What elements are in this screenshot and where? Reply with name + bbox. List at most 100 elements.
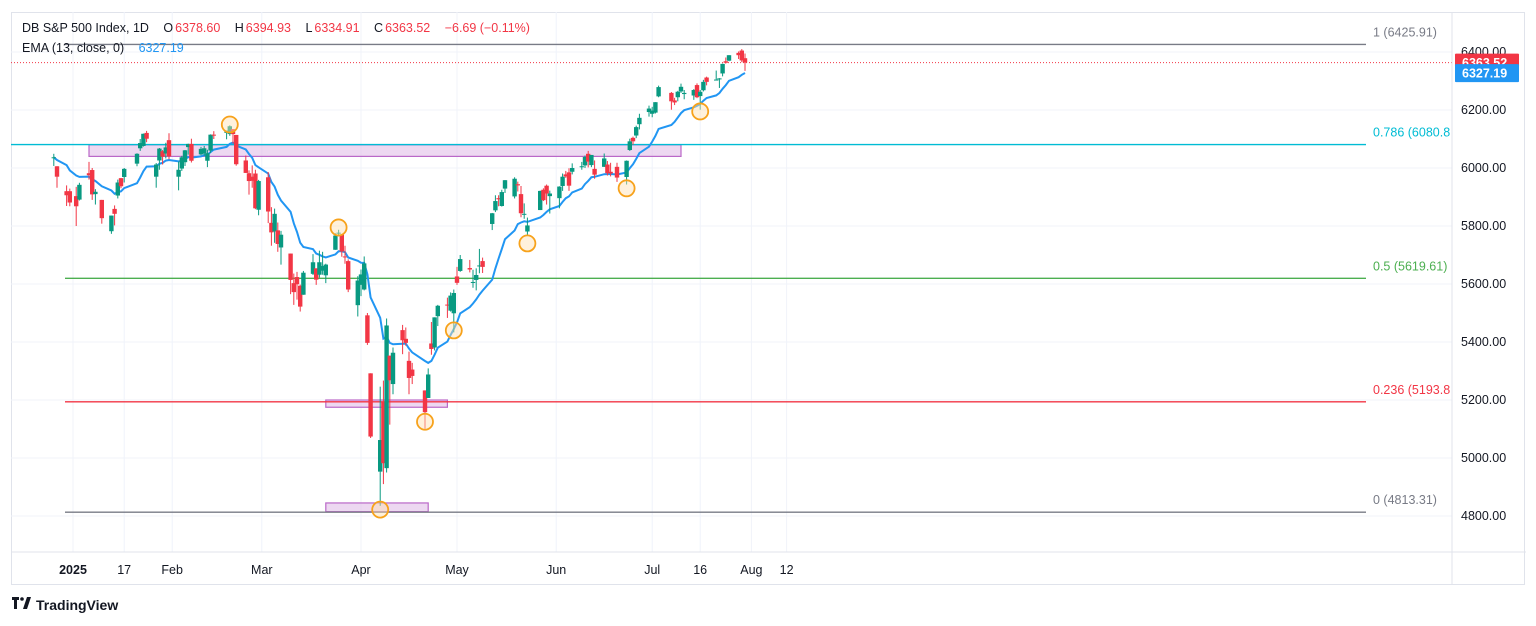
- candle: [682, 89, 687, 100]
- candle-body: [288, 253, 293, 280]
- candle: [317, 250, 322, 278]
- candle-body: [429, 343, 434, 349]
- candle: [134, 153, 140, 167]
- candle-body: [560, 176, 565, 186]
- support-zone: [88, 144, 682, 158]
- x-tick-label: Jun: [546, 563, 566, 577]
- y-tick-label: 5000.00: [1461, 451, 1506, 465]
- candle: [227, 125, 232, 136]
- footer-brand[interactable]: TradingView: [12, 596, 118, 613]
- candle-body: [320, 266, 325, 271]
- candle: [448, 292, 453, 312]
- candle-body: [742, 58, 748, 63]
- candle: [400, 324, 405, 355]
- candle: [179, 155, 184, 171]
- candle-body: [109, 215, 114, 232]
- candle: [365, 313, 370, 345]
- candle: [406, 351, 412, 395]
- candle: [435, 304, 440, 327]
- candle: [739, 49, 744, 63]
- candle-body: [563, 174, 568, 177]
- candle: [675, 90, 680, 102]
- candle-body: [99, 199, 104, 219]
- candle: [538, 190, 543, 211]
- candle-body: [589, 154, 594, 166]
- y-tick-label: 5400.00: [1461, 335, 1506, 349]
- candle: [470, 269, 476, 288]
- candle: [93, 189, 98, 205]
- candle: [198, 146, 204, 156]
- candle: [726, 55, 732, 62]
- candle: [298, 284, 303, 312]
- swing-marker: [416, 412, 434, 431]
- candle-body: [410, 369, 415, 376]
- candle-body: [592, 168, 597, 175]
- candle-body: [614, 166, 620, 178]
- candle-body: [426, 374, 431, 398]
- candle-body: [346, 261, 351, 290]
- candle: [490, 212, 495, 231]
- candle: [208, 134, 213, 153]
- candle: [493, 195, 498, 213]
- candle: [579, 161, 584, 170]
- candle: [234, 134, 239, 166]
- candle-body: [269, 222, 274, 233]
- candle: [570, 163, 575, 175]
- candle-body: [480, 261, 485, 267]
- legend-change: −6.69 (−0.11%): [444, 21, 530, 35]
- candle-body: [362, 263, 367, 290]
- candle-body: [294, 277, 300, 285]
- fib-level-label: 1 (6425.91): [1373, 25, 1437, 39]
- candle-body: [246, 173, 252, 182]
- candle-body: [160, 151, 165, 157]
- candle-body: [653, 102, 658, 113]
- candle-body: [432, 317, 437, 348]
- candle: [355, 276, 360, 317]
- candle-body: [205, 153, 210, 161]
- candle-body: [630, 137, 636, 142]
- candle: [714, 70, 719, 81]
- candle: [499, 189, 504, 207]
- candle: [275, 222, 280, 252]
- candle-body: [445, 304, 450, 306]
- candle-body: [157, 148, 162, 161]
- candle: [717, 78, 722, 88]
- candle-body: [336, 232, 341, 234]
- candle: [202, 145, 207, 156]
- candle: [678, 83, 684, 93]
- candle-body: [323, 264, 328, 276]
- tradingview-logo-icon: [12, 596, 32, 613]
- candle-body: [650, 110, 655, 114]
- candle-body: [355, 280, 360, 306]
- candle-body: [54, 166, 60, 177]
- candle-body: [541, 189, 546, 201]
- candle: [650, 106, 655, 118]
- candle: [390, 347, 396, 395]
- candle-body: [390, 352, 396, 385]
- candle-body: [720, 63, 725, 74]
- candle: [742, 53, 748, 71]
- candle: [566, 168, 572, 191]
- candle-body: [582, 156, 588, 166]
- candle: [99, 199, 104, 224]
- candle-body: [435, 305, 440, 317]
- candle: [544, 184, 549, 205]
- candle: [653, 102, 658, 114]
- candle-body: [694, 85, 700, 98]
- candle-body: [682, 92, 687, 95]
- candle-body: [490, 213, 495, 224]
- candle-body: [314, 268, 319, 280]
- x-tick-label: 17: [117, 563, 131, 577]
- candle: [278, 230, 284, 265]
- candle-body: [250, 176, 255, 181]
- candle-body: [333, 235, 338, 250]
- candle: [627, 138, 632, 151]
- candle: [154, 163, 159, 188]
- candle-body: [186, 143, 191, 148]
- candle: [454, 266, 460, 285]
- candle-body: [538, 190, 543, 211]
- candle: [205, 149, 210, 168]
- candle: [67, 188, 72, 207]
- candle: [339, 234, 344, 257]
